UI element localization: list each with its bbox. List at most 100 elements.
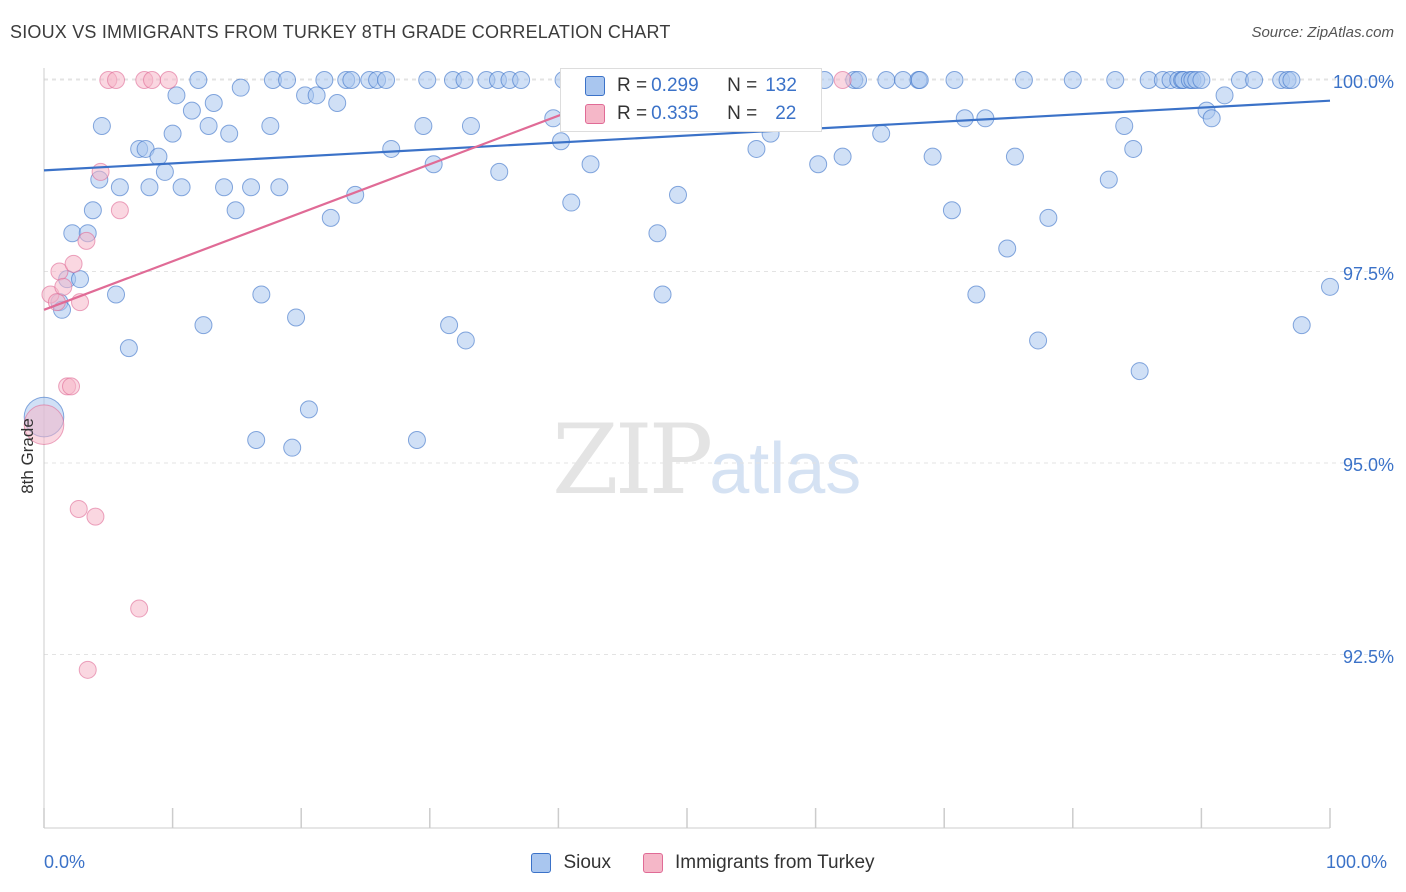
- stats-row-turkey: R = 0.335 N = 22: [585, 101, 796, 127]
- sioux-point: [172, 178, 191, 197]
- watermark: ZIPatlas: [552, 404, 861, 516]
- turkey-point: [64, 254, 83, 273]
- n-label: N =: [727, 103, 758, 124]
- sioux-point: [299, 400, 318, 419]
- turkey-point: [833, 71, 852, 89]
- sioux-point: [321, 208, 340, 227]
- sioux-point: [1124, 139, 1143, 158]
- sioux-point: [382, 139, 401, 158]
- turkey-point: [77, 231, 96, 250]
- sioux-point: [1099, 170, 1118, 189]
- gridlines: [44, 78, 1392, 655]
- sioux-point: [194, 316, 213, 335]
- trend-lines: [43, 75, 1331, 311]
- sioux-point: [923, 147, 942, 166]
- turkey-point: [130, 599, 149, 618]
- sioux-point: [998, 239, 1017, 258]
- sioux-point: [220, 124, 239, 143]
- legend-item-turkey[interactable]: Immigrants from Turkey: [642, 852, 875, 874]
- sioux-point: [226, 201, 245, 220]
- n-value: 132: [765, 75, 797, 96]
- sioux-point: [809, 155, 828, 174]
- sioux-point: [955, 109, 974, 128]
- sioux-point: [945, 71, 964, 89]
- sioux-point: [910, 71, 929, 89]
- data-points: [23, 71, 1339, 679]
- r-value: 0.335: [651, 103, 699, 124]
- sioux-point: [1192, 71, 1211, 89]
- turkey-point: [62, 377, 81, 396]
- sioux-point: [231, 78, 250, 97]
- sioux-point: [149, 147, 168, 166]
- chart-title: SIOUX VS IMMIGRANTS FROM TURKEY 8TH GRAD…: [10, 22, 671, 42]
- x-tick-label-min: 0.0%: [44, 852, 86, 872]
- sioux-point: [342, 71, 361, 89]
- watermark-zip: ZIP: [552, 404, 713, 516]
- sioux-point: [967, 285, 986, 304]
- sioux-point: [1282, 71, 1301, 89]
- sioux-point: [668, 185, 687, 204]
- n-value: 22: [775, 103, 797, 124]
- sioux-point: [315, 71, 334, 89]
- chart-source: Source: ZipAtlas.com: [1251, 24, 1394, 41]
- sioux-point: [71, 270, 90, 289]
- sioux-point: [1215, 86, 1234, 105]
- turkey-point: [159, 71, 178, 89]
- sioux-point: [942, 201, 961, 220]
- sioux-point: [377, 71, 396, 89]
- sioux-point: [92, 116, 111, 135]
- turkey-swatch: [585, 104, 605, 124]
- sioux-point: [833, 147, 852, 166]
- n-label: N =: [727, 75, 758, 96]
- legend-label-turkey: Immigrants from Turkey: [674, 852, 875, 873]
- sioux-point: [1029, 331, 1048, 350]
- sioux-trend-line: [43, 99, 1331, 172]
- sioux-point: [189, 71, 208, 89]
- sioux-point: [1039, 208, 1058, 227]
- sioux-point: [747, 139, 766, 158]
- sioux-point: [653, 285, 672, 304]
- sioux-point: [456, 331, 475, 350]
- sioux-point: [418, 71, 437, 89]
- sioux-swatch: [585, 76, 605, 96]
- sioux-point: [204, 93, 223, 112]
- sioux-legend-swatch: [531, 853, 552, 873]
- sioux-point: [167, 86, 186, 105]
- sioux-point: [414, 116, 433, 135]
- sioux-point: [270, 178, 289, 197]
- sioux-point: [119, 339, 138, 358]
- turkey-point: [143, 71, 162, 89]
- sioux-point: [1130, 362, 1149, 381]
- r-label: R =: [617, 75, 648, 96]
- turkey-legend-swatch: [642, 853, 663, 873]
- legend-item-sioux[interactable]: Sioux: [531, 852, 611, 874]
- sioux-point: [252, 285, 271, 304]
- turkey-point: [54, 277, 73, 296]
- sioux-point: [182, 101, 201, 120]
- sioux-point: [648, 224, 667, 243]
- sioux-point: [1106, 71, 1125, 89]
- sioux-point: [872, 124, 891, 143]
- sioux-point: [261, 116, 280, 135]
- sioux-point: [1115, 116, 1134, 135]
- sioux-point: [307, 86, 326, 105]
- watermark-atlas: atlas: [709, 429, 862, 509]
- sioux-point: [581, 155, 600, 174]
- sioux-point: [155, 162, 174, 181]
- sioux-point: [1245, 71, 1264, 89]
- y-tick-label: 97.5%: [1342, 263, 1394, 284]
- sioux-point: [140, 178, 159, 197]
- sioux-point: [407, 431, 426, 450]
- sioux-point: [490, 162, 509, 181]
- sioux-point: [849, 71, 868, 89]
- sioux-point: [242, 178, 261, 197]
- y-tick-label: 95.0%: [1342, 455, 1394, 475]
- sioux-point: [877, 71, 896, 89]
- y-tick-label: 100.0%: [1332, 72, 1394, 92]
- r-label: R =: [617, 103, 648, 124]
- series-legend: Sioux Immigrants from Turkey: [0, 852, 1406, 874]
- sioux-point: [424, 155, 443, 174]
- turkey-point: [78, 660, 97, 679]
- stats-legend: R = 0.299 N = 132 R = 0.335 N = 22: [560, 68, 822, 132]
